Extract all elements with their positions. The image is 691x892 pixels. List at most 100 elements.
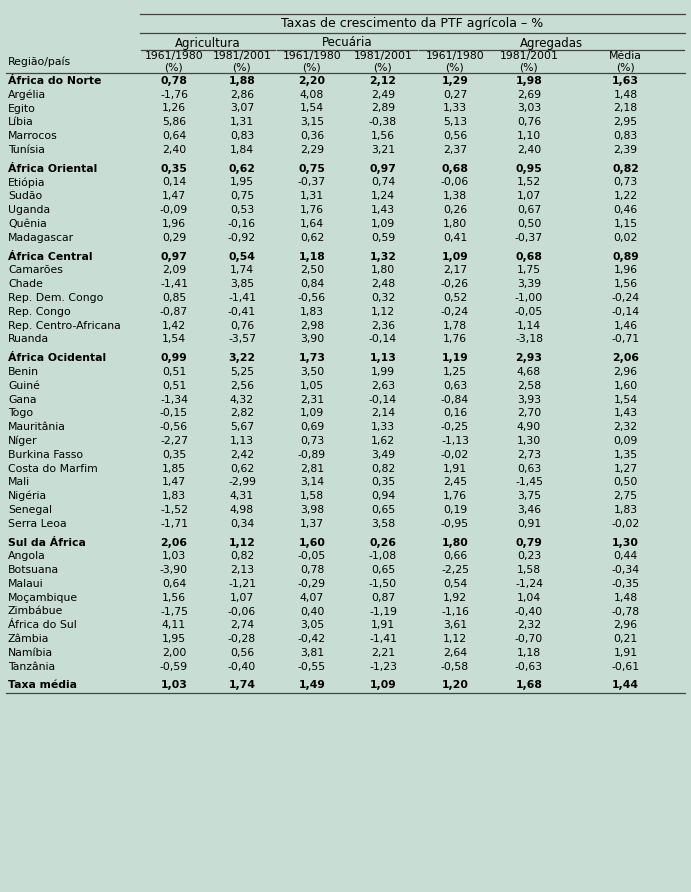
Text: 1,29: 1,29 bbox=[442, 76, 468, 86]
Text: 1,64: 1,64 bbox=[300, 219, 324, 229]
Text: 1,62: 1,62 bbox=[371, 436, 395, 446]
Text: 0,67: 0,67 bbox=[517, 205, 541, 215]
Text: -0,92: -0,92 bbox=[228, 233, 256, 243]
Text: 0,95: 0,95 bbox=[515, 164, 542, 174]
Text: -0,40: -0,40 bbox=[228, 662, 256, 672]
Text: Taxa média: Taxa média bbox=[8, 681, 77, 690]
Text: Tanzânia: Tanzânia bbox=[8, 662, 55, 672]
Text: 3,50: 3,50 bbox=[300, 367, 324, 377]
Text: 0,75: 0,75 bbox=[299, 164, 325, 174]
Text: 0,27: 0,27 bbox=[443, 90, 467, 100]
Text: 1,47: 1,47 bbox=[162, 191, 186, 202]
Text: 1,80: 1,80 bbox=[442, 538, 468, 548]
Text: 2,09: 2,09 bbox=[162, 265, 186, 276]
Text: Argélia: Argélia bbox=[8, 89, 46, 100]
Text: Zâmbia: Zâmbia bbox=[8, 634, 49, 644]
Text: 1961/1980
(%): 1961/1980 (%) bbox=[426, 51, 484, 73]
Text: 3,39: 3,39 bbox=[517, 279, 541, 289]
Text: 1,37: 1,37 bbox=[300, 519, 324, 529]
Text: 1,22: 1,22 bbox=[614, 191, 638, 202]
Text: 2,06: 2,06 bbox=[612, 353, 639, 363]
Text: 3,49: 3,49 bbox=[371, 450, 395, 459]
Text: 0,16: 0,16 bbox=[443, 409, 467, 418]
Text: 2,64: 2,64 bbox=[443, 648, 467, 658]
Text: 2,70: 2,70 bbox=[517, 409, 541, 418]
Text: Angola: Angola bbox=[8, 551, 46, 561]
Text: 1,74: 1,74 bbox=[229, 681, 256, 690]
Text: África Central: África Central bbox=[8, 252, 93, 261]
Text: 3,05: 3,05 bbox=[300, 620, 324, 631]
Text: 1,91: 1,91 bbox=[371, 620, 395, 631]
Text: 0,63: 0,63 bbox=[443, 381, 467, 391]
Text: 0,29: 0,29 bbox=[162, 233, 186, 243]
Text: 4,90: 4,90 bbox=[517, 422, 541, 432]
Text: 0,66: 0,66 bbox=[443, 551, 467, 561]
Text: 0,54: 0,54 bbox=[229, 252, 256, 261]
Text: Zimbábue: Zimbábue bbox=[8, 607, 64, 616]
Text: Rep. Dem. Congo: Rep. Dem. Congo bbox=[8, 293, 104, 303]
Text: Botsuana: Botsuana bbox=[8, 566, 59, 575]
Text: 0,99: 0,99 bbox=[160, 353, 187, 363]
Text: -0,14: -0,14 bbox=[369, 334, 397, 344]
Text: Agregadas: Agregadas bbox=[520, 37, 583, 49]
Text: 1,80: 1,80 bbox=[371, 265, 395, 276]
Text: 1,73: 1,73 bbox=[299, 353, 325, 363]
Text: 1,83: 1,83 bbox=[162, 491, 186, 501]
Text: 2,98: 2,98 bbox=[300, 320, 324, 331]
Text: -1,50: -1,50 bbox=[369, 579, 397, 589]
Text: 0,51: 0,51 bbox=[162, 381, 186, 391]
Text: 0,84: 0,84 bbox=[300, 279, 324, 289]
Text: 1,56: 1,56 bbox=[162, 592, 186, 603]
Text: 0,34: 0,34 bbox=[230, 519, 254, 529]
Text: 2,73: 2,73 bbox=[517, 450, 541, 459]
Text: 1,92: 1,92 bbox=[443, 592, 467, 603]
Text: Quênia: Quênia bbox=[8, 219, 47, 229]
Text: -0,63: -0,63 bbox=[515, 662, 543, 672]
Text: -3,90: -3,90 bbox=[160, 566, 188, 575]
Text: 2,06: 2,06 bbox=[160, 538, 187, 548]
Text: 1,12: 1,12 bbox=[371, 307, 395, 317]
Text: 2,31: 2,31 bbox=[300, 394, 324, 404]
Text: Mauritânia: Mauritânia bbox=[8, 422, 66, 432]
Text: 0,74: 0,74 bbox=[371, 178, 395, 187]
Text: -0,42: -0,42 bbox=[298, 634, 326, 644]
Text: 1,56: 1,56 bbox=[614, 279, 638, 289]
Text: Líbia: Líbia bbox=[8, 118, 34, 128]
Text: 1,35: 1,35 bbox=[614, 450, 638, 459]
Text: 0,83: 0,83 bbox=[230, 131, 254, 141]
Text: 0,78: 0,78 bbox=[160, 76, 187, 86]
Text: 1,54: 1,54 bbox=[162, 334, 186, 344]
Text: 1,14: 1,14 bbox=[517, 320, 541, 331]
Text: 1,98: 1,98 bbox=[515, 76, 542, 86]
Text: 3,14: 3,14 bbox=[300, 477, 324, 487]
Text: 1,03: 1,03 bbox=[160, 681, 187, 690]
Text: 1,30: 1,30 bbox=[517, 436, 541, 446]
Text: 3,75: 3,75 bbox=[517, 491, 541, 501]
Text: 1,88: 1,88 bbox=[229, 76, 256, 86]
Text: Região/país: Região/país bbox=[8, 57, 71, 67]
Text: Senegal: Senegal bbox=[8, 505, 52, 515]
Text: Sul da África: Sul da África bbox=[8, 538, 86, 548]
Text: -1,41: -1,41 bbox=[228, 293, 256, 303]
Text: 2,82: 2,82 bbox=[230, 409, 254, 418]
Text: -0,37: -0,37 bbox=[298, 178, 326, 187]
Text: 1,43: 1,43 bbox=[371, 205, 395, 215]
Text: 3,46: 3,46 bbox=[517, 505, 541, 515]
Text: 0,85: 0,85 bbox=[162, 293, 186, 303]
Text: 2,14: 2,14 bbox=[371, 409, 395, 418]
Text: 1981/2001
(%): 1981/2001 (%) bbox=[354, 51, 413, 73]
Text: 1,33: 1,33 bbox=[443, 103, 467, 113]
Text: Moçambique: Moçambique bbox=[8, 592, 78, 603]
Text: África do Norte: África do Norte bbox=[8, 76, 102, 86]
Text: Madagascar: Madagascar bbox=[8, 233, 74, 243]
Text: 2,69: 2,69 bbox=[517, 90, 541, 100]
Text: -0,24: -0,24 bbox=[612, 293, 640, 303]
Text: 0,76: 0,76 bbox=[517, 118, 541, 128]
Text: 0,82: 0,82 bbox=[230, 551, 254, 561]
Text: África Oriental: África Oriental bbox=[8, 164, 97, 174]
Text: 0,94: 0,94 bbox=[371, 491, 395, 501]
Text: 2,18: 2,18 bbox=[614, 103, 638, 113]
Text: 0,64: 0,64 bbox=[162, 579, 186, 589]
Text: 1,91: 1,91 bbox=[614, 648, 638, 658]
Text: 1,27: 1,27 bbox=[614, 464, 638, 474]
